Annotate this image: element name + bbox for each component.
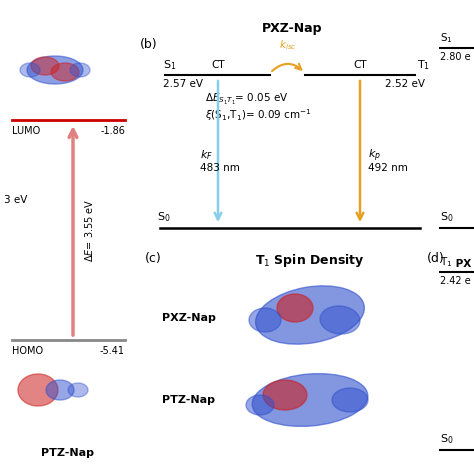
Text: S$_1$: S$_1$ <box>163 58 176 72</box>
Ellipse shape <box>252 374 368 427</box>
Text: 492 nm: 492 nm <box>368 163 408 173</box>
Text: 2.57 eV: 2.57 eV <box>163 79 203 89</box>
Text: T$_1$ Spin Density: T$_1$ Spin Density <box>255 252 365 269</box>
Text: 483 nm: 483 nm <box>200 163 240 173</box>
FancyArrowPatch shape <box>272 64 301 71</box>
Polygon shape <box>46 380 74 400</box>
Text: T$_1$: T$_1$ <box>417 58 430 72</box>
Text: $\xi$(S$_1$,T$_1$)= 0.09 cm$^{-1}$: $\xi$(S$_1$,T$_1$)= 0.09 cm$^{-1}$ <box>205 107 311 123</box>
Polygon shape <box>20 63 40 77</box>
Text: HOMO: HOMO <box>12 346 43 356</box>
Text: $k_p$: $k_p$ <box>368 148 381 164</box>
Text: S$_0$: S$_0$ <box>440 210 454 224</box>
Text: PXZ-Nap: PXZ-Nap <box>262 22 322 35</box>
Ellipse shape <box>332 388 368 412</box>
Polygon shape <box>31 57 59 75</box>
Text: CT: CT <box>353 60 367 70</box>
Text: PTZ-Nap: PTZ-Nap <box>162 395 215 405</box>
Text: 2.52 eV: 2.52 eV <box>385 79 425 89</box>
Text: $\Delta E$= 3.55 eV: $\Delta E$= 3.55 eV <box>83 198 95 262</box>
Text: PXZ-Nap: PXZ-Nap <box>162 313 216 323</box>
Text: S$_0$: S$_0$ <box>157 210 171 224</box>
Polygon shape <box>70 63 90 77</box>
Text: -5.41: -5.41 <box>100 346 125 356</box>
Ellipse shape <box>320 306 360 334</box>
Text: LUMO: LUMO <box>12 126 40 136</box>
Polygon shape <box>51 63 79 81</box>
Text: 2.42 e: 2.42 e <box>440 276 471 286</box>
Polygon shape <box>68 383 88 397</box>
Text: -1.86: -1.86 <box>100 126 125 136</box>
Ellipse shape <box>263 380 307 410</box>
Text: $\Delta E_{S_1T_1}$= 0.05 eV: $\Delta E_{S_1T_1}$= 0.05 eV <box>205 92 289 107</box>
Text: T$_1$: T$_1$ <box>440 255 453 269</box>
Text: S$_1$: S$_1$ <box>440 31 453 45</box>
Text: $k_F$: $k_F$ <box>200 148 213 162</box>
Ellipse shape <box>255 286 365 344</box>
Text: 2.80 e: 2.80 e <box>440 52 471 62</box>
Text: CT: CT <box>211 60 225 70</box>
Text: $k_{isc}$: $k_{isc}$ <box>279 38 297 52</box>
Polygon shape <box>27 56 83 84</box>
Polygon shape <box>18 374 58 406</box>
Text: (d): (d) <box>427 252 445 265</box>
Text: S$_0$: S$_0$ <box>440 432 454 446</box>
Ellipse shape <box>277 294 313 322</box>
Ellipse shape <box>246 395 274 415</box>
Text: 3 eV: 3 eV <box>4 195 27 205</box>
Text: PTZ-Nap: PTZ-Nap <box>42 448 94 458</box>
Text: PX: PX <box>452 259 471 269</box>
Ellipse shape <box>249 308 281 332</box>
Text: (b): (b) <box>140 38 158 51</box>
Text: (c): (c) <box>145 252 162 265</box>
